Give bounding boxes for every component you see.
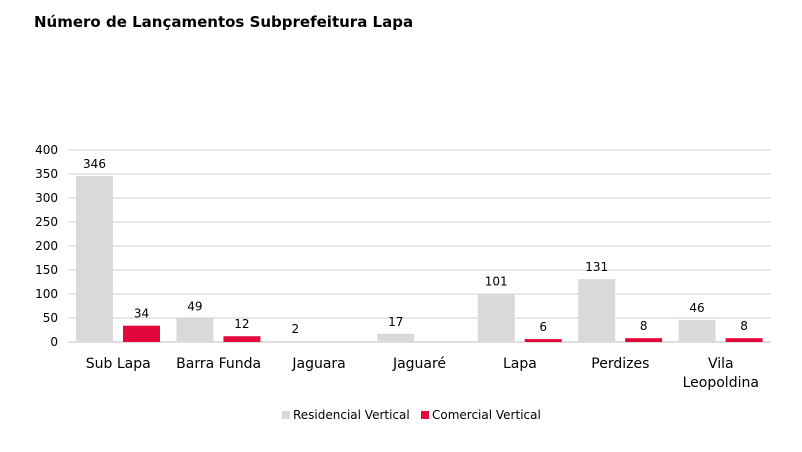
bar-residencial xyxy=(176,318,214,342)
data-label: 49 xyxy=(187,299,202,313)
bar-comercial xyxy=(524,339,562,342)
legend-label: Residencial Vertical xyxy=(293,408,410,422)
data-label: 131 xyxy=(585,260,608,274)
y-tick-label: 100 xyxy=(35,287,58,301)
x-tick-label: Lapa xyxy=(503,356,537,372)
data-label: 6 xyxy=(539,320,547,334)
data-label: 34 xyxy=(134,307,149,321)
bar-comercial xyxy=(223,336,261,342)
bar-residencial xyxy=(678,319,716,342)
y-tick-label: 150 xyxy=(35,263,58,277)
legend-swatch xyxy=(282,411,290,419)
y-tick-label: 250 xyxy=(35,215,58,229)
bar-comercial xyxy=(625,338,663,342)
data-label: 8 xyxy=(740,319,748,333)
data-label: 2 xyxy=(292,322,300,336)
bar-residencial xyxy=(76,175,113,342)
x-tick-label: Perdizes xyxy=(591,356,649,372)
bar-residencial xyxy=(377,333,415,342)
y-tick-label: 50 xyxy=(43,311,58,325)
y-tick-label: 350 xyxy=(35,167,58,181)
bar-comercial xyxy=(725,338,763,342)
gridlines xyxy=(68,149,771,343)
legend-swatch xyxy=(421,411,429,419)
x-tick-label: Jaguara xyxy=(291,356,345,372)
chart-title: Número de Lançamentos Subprefeitura Lapa xyxy=(34,13,414,31)
bar-residencial xyxy=(477,293,515,342)
data-label: 346 xyxy=(83,157,106,171)
y-tick-label: 300 xyxy=(35,191,58,205)
data-label: 46 xyxy=(689,301,704,315)
legend-label: Comercial Vertical xyxy=(432,408,541,422)
x-axis: Sub Lapa Barra Funda Jaguara Jaguaré Lapa Per… xyxy=(86,356,759,391)
data-label: 12 xyxy=(234,317,249,331)
x-tick-label: Sub Lapa xyxy=(86,356,151,372)
x-tick-label: Barra Funda xyxy=(176,356,261,372)
bar-residencial xyxy=(578,279,616,342)
y-tick-label: 400 xyxy=(35,143,58,157)
bar-comercial xyxy=(123,325,160,342)
y-tick-label: 0 xyxy=(50,335,58,349)
y-tick-label: 200 xyxy=(35,239,58,253)
x-tick-label: Jaguaré xyxy=(392,356,446,372)
legend: Residencial Vertical Comercial Vertical xyxy=(282,408,541,422)
data-label: 101 xyxy=(485,275,508,289)
data-label: 8 xyxy=(640,319,648,333)
y-axis: 0 50 100 150 200 250 300 350 400 xyxy=(35,143,58,349)
x-tick-label: Vila Leopoldina xyxy=(683,356,759,391)
data-labels: 346 49 2 17 101 131 46 34 12 6 8 8 xyxy=(83,157,748,336)
bars xyxy=(76,175,763,342)
data-label: 17 xyxy=(388,315,403,329)
bar-residencial xyxy=(276,341,314,342)
